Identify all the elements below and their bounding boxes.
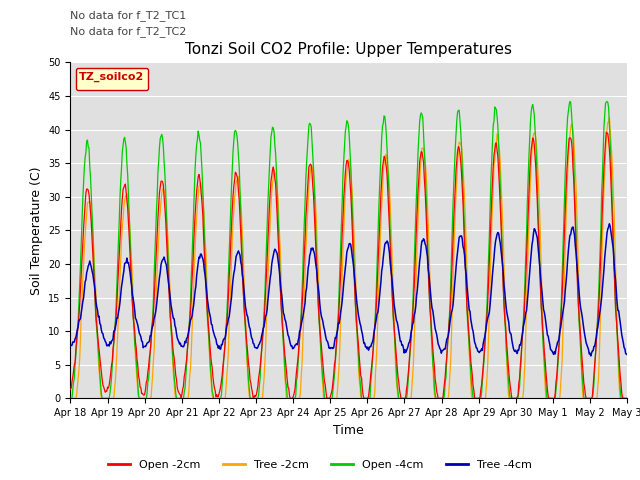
Y-axis label: Soil Temperature (C): Soil Temperature (C): [29, 166, 43, 295]
Title: Tonzi Soil CO2 Profile: Upper Temperatures: Tonzi Soil CO2 Profile: Upper Temperatur…: [186, 42, 512, 57]
Text: No data for f_T2_TC2: No data for f_T2_TC2: [70, 26, 187, 37]
Legend: Open -2cm, Tree -2cm, Open -4cm, Tree -4cm: Open -2cm, Tree -2cm, Open -4cm, Tree -4…: [104, 456, 536, 474]
Legend: : [76, 68, 148, 90]
Text: No data for f_T2_TC1: No data for f_T2_TC1: [70, 10, 187, 21]
X-axis label: Time: Time: [333, 424, 364, 437]
